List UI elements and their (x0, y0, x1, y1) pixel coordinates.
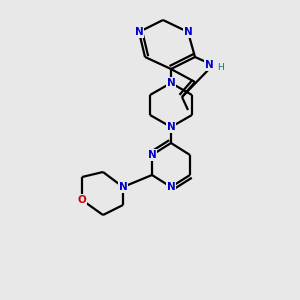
Text: N: N (148, 150, 156, 160)
Text: N: N (205, 60, 213, 70)
Text: N: N (184, 27, 192, 37)
Text: N: N (167, 78, 176, 88)
Text: N: N (167, 182, 176, 192)
Text: H: H (217, 64, 224, 73)
Text: N: N (167, 122, 176, 132)
Text: N: N (135, 27, 143, 37)
Text: N: N (118, 182, 127, 192)
Text: O: O (78, 195, 86, 205)
